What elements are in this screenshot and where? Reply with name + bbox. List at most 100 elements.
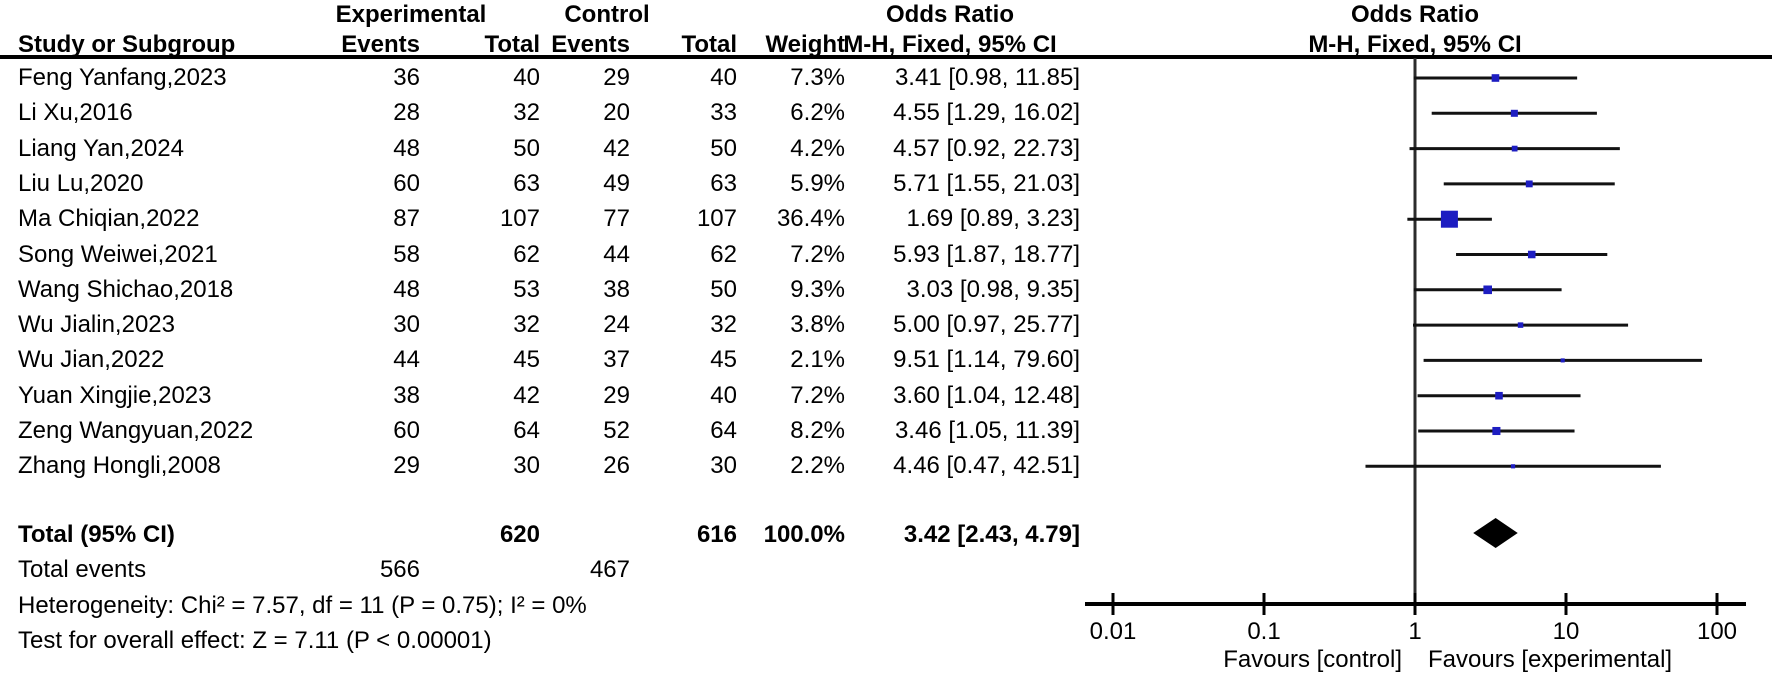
control-events: 29 <box>603 382 630 409</box>
study-name: Liu Lu,2020 <box>18 170 144 197</box>
experimental-total: 32 <box>513 311 540 338</box>
experimental-events: 38 <box>393 382 420 409</box>
study-or-ci: 3.60 [1.04, 12.48] <box>893 382 1080 409</box>
header-mh-fixed-right: M-H, Fixed, 95% CI <box>1308 31 1522 58</box>
total-weight: 100.0% <box>763 521 845 548</box>
experimental-events: 36 <box>393 64 420 91</box>
study-weight: 6.2% <box>790 99 845 126</box>
study-weight: 4.2% <box>790 135 845 162</box>
study-or-ci: 4.55 [1.29, 16.02] <box>893 99 1080 126</box>
study-or-ci: 3.03 [0.98, 9.35] <box>906 276 1080 303</box>
study-name: Feng Yanfang,2023 <box>18 64 227 91</box>
study-name: Wu Jialin,2023 <box>18 311 175 338</box>
control-events: 38 <box>603 276 630 303</box>
study-or-ci: 4.57 [0.92, 22.73] <box>893 135 1080 162</box>
study-weight: 36.4% <box>776 205 845 232</box>
study-or-ci: 1.69 [0.89, 3.23] <box>906 205 1080 232</box>
study-name: Liang Yan,2024 <box>18 135 184 162</box>
study-or-ci: 4.46 [0.47, 42.51] <box>893 452 1080 479</box>
study-name: Li Xu,2016 <box>18 99 133 126</box>
study-or-ci: 5.00 [0.97, 25.77] <box>893 311 1080 338</box>
study-name: Zeng Wangyuan,2022 <box>18 417 254 444</box>
header-mh-fixed-left: M-H, Fixed, 95% CI <box>843 31 1057 58</box>
study-weight: 7.3% <box>790 64 845 91</box>
experimental-total: 53 <box>513 276 540 303</box>
study-or-ci: 9.51 [1.14, 79.60] <box>893 346 1080 373</box>
experimental-events: 30 <box>393 311 420 338</box>
control-events: 49 <box>603 170 630 197</box>
effect-square <box>1511 145 1518 152</box>
total-events-label: Total events <box>18 556 147 583</box>
control-total: 107 <box>696 205 737 232</box>
experimental-total: 42 <box>513 382 540 409</box>
experimental-total: 63 <box>513 170 540 197</box>
control-total: 50 <box>710 276 737 303</box>
effect-square <box>1527 250 1536 259</box>
control-events: 37 <box>603 346 630 373</box>
study-weight: 7.2% <box>790 241 845 268</box>
header-events-ctrl: Events <box>551 31 630 58</box>
axis-tick-label: 10 <box>1553 618 1580 645</box>
study-name: Wu Jian,2022 <box>18 346 165 373</box>
experimental-total: 32 <box>513 99 540 126</box>
total-exp: 620 <box>499 521 540 548</box>
axis-tick-label: 1 <box>1408 618 1421 645</box>
study-weight: 8.2% <box>790 417 845 444</box>
control-events: 42 <box>603 135 630 162</box>
heterogeneity-text: Heterogeneity: Chi² = 7.57, df = 11 (P =… <box>18 592 587 619</box>
favours-experimental-label: Favours [experimental] <box>1428 646 1672 673</box>
study-or-ci: 3.41 [0.98, 11.85] <box>894 64 1080 91</box>
experimental-total: 62 <box>513 241 540 268</box>
effect-square <box>1483 285 1492 295</box>
control-total: 62 <box>710 241 737 268</box>
experimental-total: 30 <box>513 452 540 479</box>
header-control-group: Control <box>564 1 650 28</box>
control-total: 45 <box>710 346 737 373</box>
control-total: 32 <box>710 311 737 338</box>
experimental-events: 60 <box>393 170 420 197</box>
experimental-events: 44 <box>393 346 420 373</box>
header-study-col: Study or Subgroup <box>18 31 236 58</box>
effect-square <box>1491 74 1500 82</box>
control-events: 24 <box>603 311 630 338</box>
axis-tick-label: 0.1 <box>1247 618 1280 645</box>
experimental-events: 87 <box>393 205 420 232</box>
total-or-ci: 3.42 [2.43, 4.79] <box>903 521 1080 548</box>
header-total-ctrl: Total <box>681 31 737 58</box>
control-events: 20 <box>603 99 630 126</box>
control-events: 52 <box>603 417 630 444</box>
study-weight: 2.2% <box>790 452 845 479</box>
study-name: Song Weiwei,2021 <box>18 241 218 268</box>
study-or-ci: 5.93 [1.87, 18.77] <box>893 241 1080 268</box>
effect-square <box>1525 180 1533 188</box>
control-total: 40 <box>710 382 737 409</box>
control-total: 33 <box>710 99 737 126</box>
experimental-events: 29 <box>393 452 420 479</box>
control-total: 64 <box>710 417 737 444</box>
total-label: Total (95% CI) <box>18 521 175 548</box>
total-events-exp: 566 <box>379 556 420 583</box>
experimental-events: 48 <box>393 135 420 162</box>
control-total: 40 <box>710 64 737 91</box>
header-odds-ratio-right: Odds Ratio <box>1350 1 1479 28</box>
header-odds-ratio-left: Odds Ratio <box>885 1 1014 28</box>
experimental-events: 28 <box>393 99 420 126</box>
study-weight: 7.2% <box>790 382 845 409</box>
total-events-ctrl: 467 <box>589 556 630 583</box>
experimental-events: 48 <box>393 276 420 303</box>
study-name: Zhang Hongli,2008 <box>18 452 221 479</box>
experimental-events: 58 <box>393 241 420 268</box>
experimental-total: 64 <box>513 417 540 444</box>
experimental-total: 45 <box>513 346 540 373</box>
control-events: 29 <box>603 64 630 91</box>
study-name: Ma Chiqian,2022 <box>18 205 200 232</box>
overall-effect-text: Test for overall effect: Z = 7.11 (P < 0… <box>18 627 492 654</box>
header-rule <box>0 55 1772 59</box>
effect-square <box>1495 391 1503 400</box>
study-name: Wang Shichao,2018 <box>18 276 234 303</box>
study-weight: 5.9% <box>790 170 845 197</box>
total-diamond <box>1473 518 1518 548</box>
experimental-total: 107 <box>499 205 540 232</box>
